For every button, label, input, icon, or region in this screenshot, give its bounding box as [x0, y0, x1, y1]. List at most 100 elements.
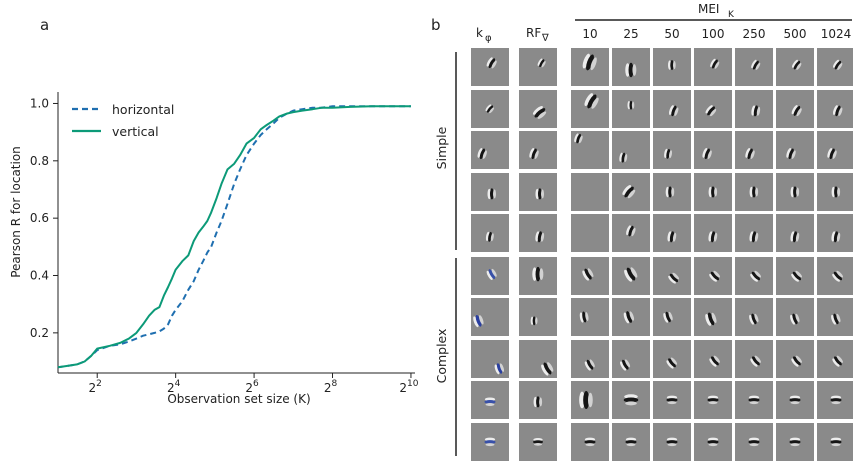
filter-cell	[471, 131, 509, 169]
group-label-complex: Complex	[434, 329, 449, 384]
x-axis-label: Observation set size (K)	[167, 392, 310, 406]
filter-cell	[817, 423, 853, 461]
header-mei-sub: K	[728, 10, 735, 20]
cells-layer	[471, 48, 853, 461]
filter-cell	[471, 214, 509, 252]
filter-cell	[653, 298, 691, 336]
filter-cell	[694, 214, 732, 252]
filter-cell	[519, 340, 557, 378]
filter-cell	[571, 214, 609, 252]
x-tick-label: 28	[324, 379, 338, 395]
mei-header-100: 100	[702, 27, 725, 41]
filter-cell	[653, 131, 691, 169]
filter-cell	[471, 381, 509, 419]
y-tick-label: 0.8	[30, 154, 49, 168]
filter-cell	[612, 340, 650, 378]
column-header-mei: MEI K	[575, 2, 852, 21]
y-tick-label: 0.2	[30, 326, 49, 340]
mei-header-10: 10	[582, 27, 597, 41]
filter-cell	[519, 48, 557, 86]
filter-cell	[694, 340, 732, 378]
filter-cell	[817, 173, 853, 211]
filter-cell	[776, 340, 814, 378]
filter-cell	[817, 298, 853, 336]
filter-cell	[776, 131, 814, 169]
y-tick-label: 0.6	[30, 211, 49, 225]
y-axis-ticks: 0.2 0.4 0.6 0.8 1.0	[30, 96, 58, 340]
legend: horizontal vertical	[72, 102, 174, 139]
filter-cell	[571, 131, 609, 169]
filter-cell	[694, 423, 732, 461]
filter-cell	[653, 90, 691, 128]
filter-cell	[471, 48, 509, 86]
filter-cell	[735, 340, 773, 378]
filter-cell	[612, 257, 650, 295]
filter-cell	[776, 214, 814, 252]
filter-cell	[653, 48, 691, 86]
filter-cell	[519, 90, 557, 128]
filter-cell	[776, 381, 814, 419]
header-rf-sub: ∇	[541, 33, 549, 44]
filter-cell	[653, 423, 691, 461]
filter-cell	[612, 173, 650, 211]
y-tick-label: 1.0	[30, 96, 49, 110]
panel-label-b: b	[431, 16, 441, 34]
filter-cell	[776, 423, 814, 461]
filter-cell	[817, 48, 853, 86]
filter-cell	[817, 340, 853, 378]
filter-cell	[817, 214, 853, 252]
mei-header-500: 500	[784, 27, 807, 41]
filter-cell	[519, 298, 557, 336]
filter-cell	[471, 340, 509, 378]
filter-cell	[735, 257, 773, 295]
filter-cell	[694, 90, 732, 128]
column-header-k: k φ	[476, 26, 492, 44]
y-tick-label: 0.4	[30, 269, 49, 283]
filter-cell	[471, 173, 509, 211]
series-line-horizontal	[57, 105, 411, 369]
filter-cell	[519, 381, 557, 419]
filter-cell	[776, 298, 814, 336]
x-tick-label: 210	[399, 379, 418, 395]
filter-cell	[519, 214, 557, 252]
filter-cell	[735, 423, 773, 461]
filter-cell	[694, 257, 732, 295]
filter-cell	[571, 90, 609, 128]
filter-cell	[694, 48, 732, 86]
filter-cell	[571, 298, 609, 336]
filter-cell	[653, 214, 691, 252]
filter-cell	[571, 173, 609, 211]
mei-value-headers: 10 25 50 100 250 500 1024	[582, 27, 851, 41]
filter-cell	[776, 90, 814, 128]
filter-cell	[471, 257, 509, 295]
filter-cell	[571, 340, 609, 378]
mei-header-25: 25	[623, 27, 638, 41]
filter-cell	[817, 381, 853, 419]
filter-cell	[735, 173, 773, 211]
x-tick-label: 22	[89, 379, 102, 395]
filter-cell	[519, 257, 557, 295]
filter-cell	[571, 423, 609, 461]
header-rf-base: RF	[526, 26, 541, 40]
filter-cell	[735, 131, 773, 169]
header-k-base: k	[476, 26, 483, 40]
filter-cell	[612, 48, 650, 86]
filter-cell	[612, 298, 650, 336]
filter-cell	[519, 173, 557, 211]
filter-cell	[653, 381, 691, 419]
filter-cell	[612, 131, 650, 169]
filter-cell	[612, 90, 650, 128]
filter-cell	[735, 214, 773, 252]
filter-cell	[694, 173, 732, 211]
filter-cell	[612, 381, 650, 419]
filter-cell	[471, 423, 509, 461]
filter-cell	[653, 173, 691, 211]
column-header-rf: RF ∇	[526, 26, 549, 44]
panel-label-a: a	[40, 16, 49, 34]
filter-cell	[471, 298, 509, 336]
filter-cell	[817, 90, 853, 128]
series-line-vertical	[57, 105, 411, 369]
filter-cell	[519, 131, 557, 169]
